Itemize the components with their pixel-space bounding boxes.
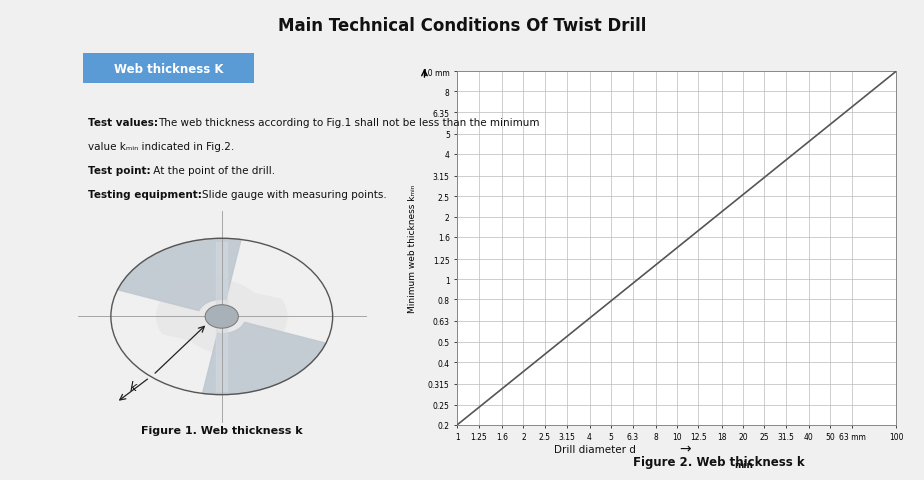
Text: Test point:: Test point: — [88, 166, 151, 176]
Text: Figure 2. Web thickness k: Figure 2. Web thickness k — [633, 455, 805, 468]
Text: The web thickness according to Fig.1 shall not be less than the minimum: The web thickness according to Fig.1 sha… — [158, 118, 540, 128]
Text: Test values:: Test values: — [88, 118, 158, 128]
Text: value kₘᵢₙ indicated in Fig.2.: value kₘᵢₙ indicated in Fig.2. — [88, 142, 234, 152]
Text: k: k — [129, 381, 137, 394]
Polygon shape — [111, 292, 333, 395]
Text: Web thickness K: Web thickness K — [114, 62, 224, 76]
Text: min: min — [735, 460, 754, 469]
Text: →: → — [679, 442, 691, 456]
Y-axis label: Minimum web thickness kₘᵢₙ: Minimum web thickness kₘᵢₙ — [408, 184, 418, 312]
Text: Slide gauge with measuring points.: Slide gauge with measuring points. — [201, 190, 386, 200]
Polygon shape — [111, 239, 333, 342]
Text: At the point of the drill.: At the point of the drill. — [151, 166, 275, 176]
FancyBboxPatch shape — [69, 52, 268, 86]
Text: Main Technical Conditions Of Twist Drill: Main Technical Conditions Of Twist Drill — [278, 17, 646, 35]
Polygon shape — [117, 239, 241, 311]
Text: Drill diameter d: Drill diameter d — [554, 444, 637, 454]
Polygon shape — [202, 323, 326, 395]
Text: Testing equipment:: Testing equipment: — [88, 190, 201, 200]
Text: Figure 1. Web thickness k: Figure 1. Web thickness k — [141, 425, 302, 435]
Circle shape — [205, 305, 238, 328]
Circle shape — [111, 239, 333, 395]
